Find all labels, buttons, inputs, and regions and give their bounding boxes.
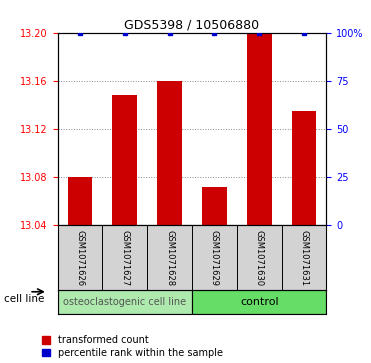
- Text: GSM1071627: GSM1071627: [120, 230, 129, 286]
- Text: control: control: [240, 297, 279, 307]
- Bar: [112, 95, 137, 225]
- Bar: [247, 33, 272, 225]
- Bar: [157, 81, 182, 225]
- Text: GSM1071626: GSM1071626: [75, 230, 85, 286]
- Text: cell line: cell line: [4, 294, 44, 303]
- Legend: transformed count, percentile rank within the sample: transformed count, percentile rank withi…: [42, 335, 223, 358]
- Bar: [68, 177, 92, 225]
- Text: osteoclastogenic cell line: osteoclastogenic cell line: [63, 297, 186, 307]
- Text: GSM1071631: GSM1071631: [299, 230, 309, 286]
- Bar: [202, 187, 227, 225]
- Text: GSM1071629: GSM1071629: [210, 230, 219, 286]
- Bar: [58, 290, 192, 314]
- Title: GDS5398 / 10506880: GDS5398 / 10506880: [124, 19, 260, 32]
- Bar: [192, 290, 326, 314]
- Bar: [292, 111, 316, 225]
- Text: GSM1071630: GSM1071630: [255, 230, 264, 286]
- Text: GSM1071628: GSM1071628: [165, 230, 174, 286]
